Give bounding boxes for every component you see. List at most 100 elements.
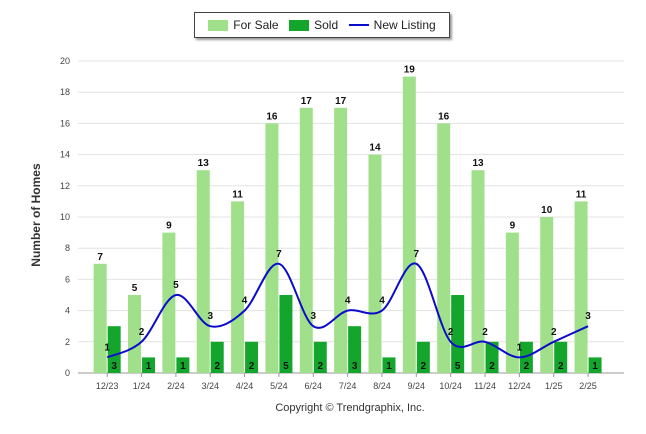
for-sale-data-label: 5 — [132, 283, 138, 294]
for-sale-data-label: 14 — [369, 143, 381, 154]
new-listing-data-label: 2 — [448, 327, 454, 338]
y-tick-label: 6 — [65, 274, 70, 284]
for-sale-data-label: 7 — [97, 252, 103, 263]
sold-data-label: 1 — [146, 361, 152, 372]
legend-item-new-listing: New Listing — [348, 18, 436, 32]
y-tick-label: 16 — [60, 118, 70, 128]
new-listing-data-label: 5 — [173, 280, 179, 291]
for-sale-data-label: 11 — [232, 189, 243, 200]
x-tick-label: 3/24 — [201, 381, 219, 391]
sold-bar — [382, 357, 396, 373]
sold-data-label: 2 — [249, 361, 255, 372]
for-sale-bar — [334, 107, 348, 374]
y-tick-label: 8 — [65, 243, 70, 253]
sold-data-label: 2 — [214, 361, 220, 372]
sold-bar — [176, 357, 190, 373]
x-tick-label: 9/24 — [408, 381, 426, 391]
for-sale-data-label: 10 — [541, 205, 553, 216]
for-sale-bar — [231, 201, 245, 373]
for-sale-bar — [93, 263, 107, 373]
for-sale-bar — [265, 123, 279, 374]
new-listing-data-label: 2 — [139, 327, 145, 338]
new-listing-data-label: 4 — [345, 296, 351, 307]
for-sale-data-label: 16 — [266, 111, 278, 122]
x-tick-label: 2/24 — [167, 381, 185, 391]
sold-bar — [142, 357, 156, 373]
legend-item-for-sale: For Sale — [208, 18, 279, 32]
chart-legend: For Sale Sold New Listing — [194, 12, 450, 38]
sold-data-label: 2 — [317, 361, 323, 372]
new-listing-swatch — [348, 24, 369, 26]
x-tick-label: 12/24 — [508, 381, 531, 391]
y-tick-label: 12 — [60, 181, 70, 191]
for-sale-bar — [196, 170, 210, 373]
sold-bar — [485, 341, 499, 373]
sold-data-label: 1 — [386, 361, 392, 372]
sold-data-label: 2 — [489, 361, 495, 372]
for-sale-bar — [471, 170, 485, 373]
for-sale-bar — [299, 107, 313, 374]
for-sale-data-label: 13 — [198, 158, 210, 169]
for-sale-swatch — [208, 19, 229, 31]
new-listing-data-label: 4 — [242, 296, 248, 307]
new-listing-data-label: 3 — [207, 311, 213, 322]
y-tick-label: 4 — [65, 306, 70, 316]
for-sale-bar — [402, 76, 416, 373]
y-tick-label: 14 — [60, 150, 70, 160]
sold-bar — [519, 341, 533, 373]
sold-bar — [588, 357, 602, 373]
sold-bar — [554, 341, 568, 373]
for-sale-data-label: 9 — [166, 221, 172, 232]
legend-item-sold: Sold — [289, 18, 338, 32]
sold-bar — [313, 341, 327, 373]
sold-swatch — [289, 19, 310, 31]
x-tick-label: 4/24 — [236, 381, 254, 391]
for-sale-bar — [574, 201, 588, 373]
sold-bar — [245, 341, 259, 373]
x-tick-label: 1/25 — [545, 381, 563, 391]
sold-data-label: 2 — [421, 361, 427, 372]
sold-data-label: 1 — [180, 361, 186, 372]
new-listing-data-label: 1 — [517, 342, 523, 353]
new-listing-line — [106, 262, 589, 359]
for-sale-bar — [540, 217, 554, 373]
for-sale-bar — [162, 232, 176, 373]
new-listing-data-label: 7 — [276, 249, 282, 260]
x-tick-label: 5/24 — [270, 381, 288, 391]
x-tick-label: 7/24 — [339, 381, 357, 391]
sold-bar — [451, 295, 465, 373]
for-sale-data-label: 17 — [335, 96, 347, 107]
x-tick-label: 1/24 — [133, 381, 151, 391]
x-tick-label: 2/25 — [579, 381, 597, 391]
x-tick-label: 8/24 — [373, 381, 391, 391]
new-listing-data-label: 2 — [551, 327, 557, 338]
copyright-text: Copyright © Trendgraphix, Inc. — [275, 402, 425, 414]
legend-label-for-sale: For Sale — [233, 18, 279, 32]
x-tick-label: 10/24 — [439, 381, 462, 391]
for-sale-data-label: 17 — [301, 96, 313, 107]
y-tick-label: 2 — [65, 337, 70, 347]
for-sale-bar — [505, 232, 519, 373]
x-tick-label: 6/24 — [305, 381, 323, 391]
sold-data-label: 5 — [455, 361, 461, 372]
sold-bar — [416, 341, 430, 373]
sold-bar — [279, 295, 293, 373]
legend-label-sold: Sold — [314, 18, 339, 32]
y-tick-label: 20 — [60, 56, 70, 66]
sold-data-label: 2 — [524, 361, 530, 372]
for-sale-bar — [437, 123, 451, 374]
sold-data-label: 3 — [352, 361, 358, 372]
new-listing-data-label: 2 — [482, 327, 488, 338]
legend-label-new-listing: New Listing — [373, 18, 436, 32]
new-listing-data-label: 4 — [379, 296, 385, 307]
sold-data-label: 5 — [283, 361, 289, 372]
sold-data-label: 1 — [592, 361, 598, 372]
for-sale-bar — [368, 154, 382, 373]
new-listing-data-label: 3 — [310, 311, 316, 322]
sold-bar — [107, 326, 121, 373]
for-sale-data-label: 19 — [404, 65, 416, 76]
new-listing-data-label: 3 — [585, 311, 591, 322]
for-sale-data-label: 13 — [472, 158, 484, 169]
x-tick-label: 11/24 — [474, 381, 496, 391]
